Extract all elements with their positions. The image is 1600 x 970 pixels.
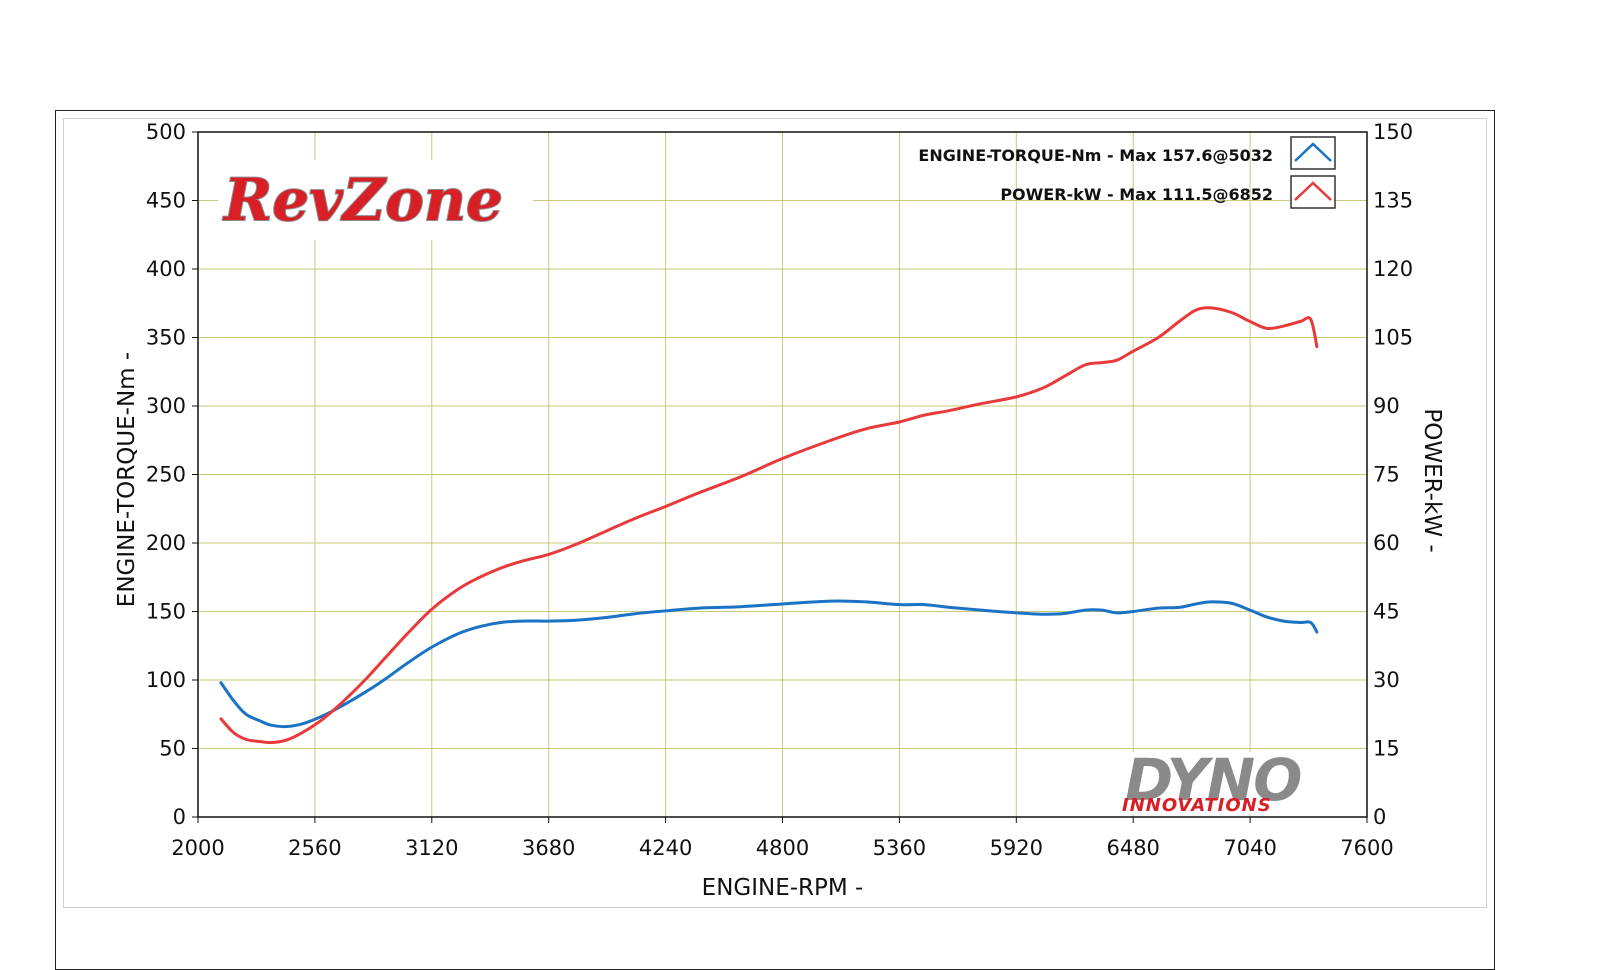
y-right-tick-label: 0 <box>1373 805 1386 829</box>
y-left-tick-label: 150 <box>146 600 186 624</box>
x-tick-label: 5360 <box>873 836 926 860</box>
y-left-axis-label: ENGINE-TORQUE-Nm - <box>114 352 140 607</box>
legend: ENGINE-TORQUE-Nm - Max 157.6@5032 POWER-k… <box>918 136 1336 209</box>
y-right-tick-label: 90 <box>1373 394 1400 418</box>
y-right-tick-label: 30 <box>1373 668 1400 692</box>
y-left-tick-label: 200 <box>146 531 186 555</box>
y-right-tick-label: 105 <box>1373 326 1413 350</box>
y-left-tick-label: 400 <box>146 257 186 281</box>
power-series-line <box>219 306 1319 745</box>
x-tick-label: 4240 <box>639 836 692 860</box>
y-left-tick-label: 100 <box>146 668 186 692</box>
x-tick-label: 7600 <box>1340 836 1393 860</box>
y-left-tick-label: 350 <box>146 326 186 350</box>
x-tick-label: 6480 <box>1106 836 1159 860</box>
series-layer <box>219 306 1319 745</box>
y-left-tick-label: 450 <box>146 189 186 213</box>
y-right-tick-label: 75 <box>1373 463 1400 487</box>
x-tick-label: 2560 <box>288 836 341 860</box>
y-right-axis-label: POWER-kW - <box>1419 408 1445 552</box>
dyno-logo-text: DYNO <box>1125 746 1301 814</box>
x-tick-label: 5920 <box>990 836 1043 860</box>
torque-series-line <box>219 599 1319 729</box>
x-tick-label: 2000 <box>171 836 224 860</box>
dyno-innovations-logo: DYNO INNOVATIONS <box>1120 746 1350 816</box>
legend-swatch-box <box>1290 175 1336 209</box>
legend-swatch-line <box>1294 142 1332 162</box>
legend-entry-text: POWER-kW - Max 111.5@6852 <box>1000 185 1273 204</box>
x-tick-label: 7040 <box>1223 836 1276 860</box>
legend-swatch-line <box>1294 181 1332 201</box>
y-right-tick-label: 45 <box>1373 600 1400 624</box>
chart-inner-border <box>63 118 1487 908</box>
x-tick-label: 3680 <box>522 836 575 860</box>
y-right-tick-label: 60 <box>1373 531 1400 555</box>
x-tick-label: 3120 <box>405 836 458 860</box>
innovations-logo-text: INNOVATIONS <box>1122 795 1272 816</box>
y-left-tick-label: 300 <box>146 394 186 418</box>
legend-swatch-box <box>1290 136 1336 170</box>
y-right-tick-label: 135 <box>1373 189 1413 213</box>
y-right-tick-label: 150 <box>1373 120 1413 144</box>
y-left-tick-label: 250 <box>146 463 186 487</box>
revzone-logo: RevZone <box>218 160 533 240</box>
y-right-tick-label: 15 <box>1373 737 1400 761</box>
legend-entry-text: ENGINE-TORQUE-Nm - Max 157.6@5032 <box>918 146 1273 165</box>
y-left-tick-label: 0 <box>173 805 186 829</box>
revzone-logo-text-rev: RevZone <box>222 166 503 234</box>
x-tick-label: 4800 <box>756 836 809 860</box>
plot-border <box>197 131 1368 818</box>
axes: 2000 2560 3120 3680 4240 4800 5360 5920 6480 7040… <box>114 120 1445 901</box>
x-axis-label: ENGINE-RPM - <box>702 875 864 901</box>
y-left-tick-label: 50 <box>159 737 186 761</box>
y-right-tick-label: 120 <box>1373 257 1413 281</box>
y-left-tick-label: 500 <box>146 120 186 144</box>
